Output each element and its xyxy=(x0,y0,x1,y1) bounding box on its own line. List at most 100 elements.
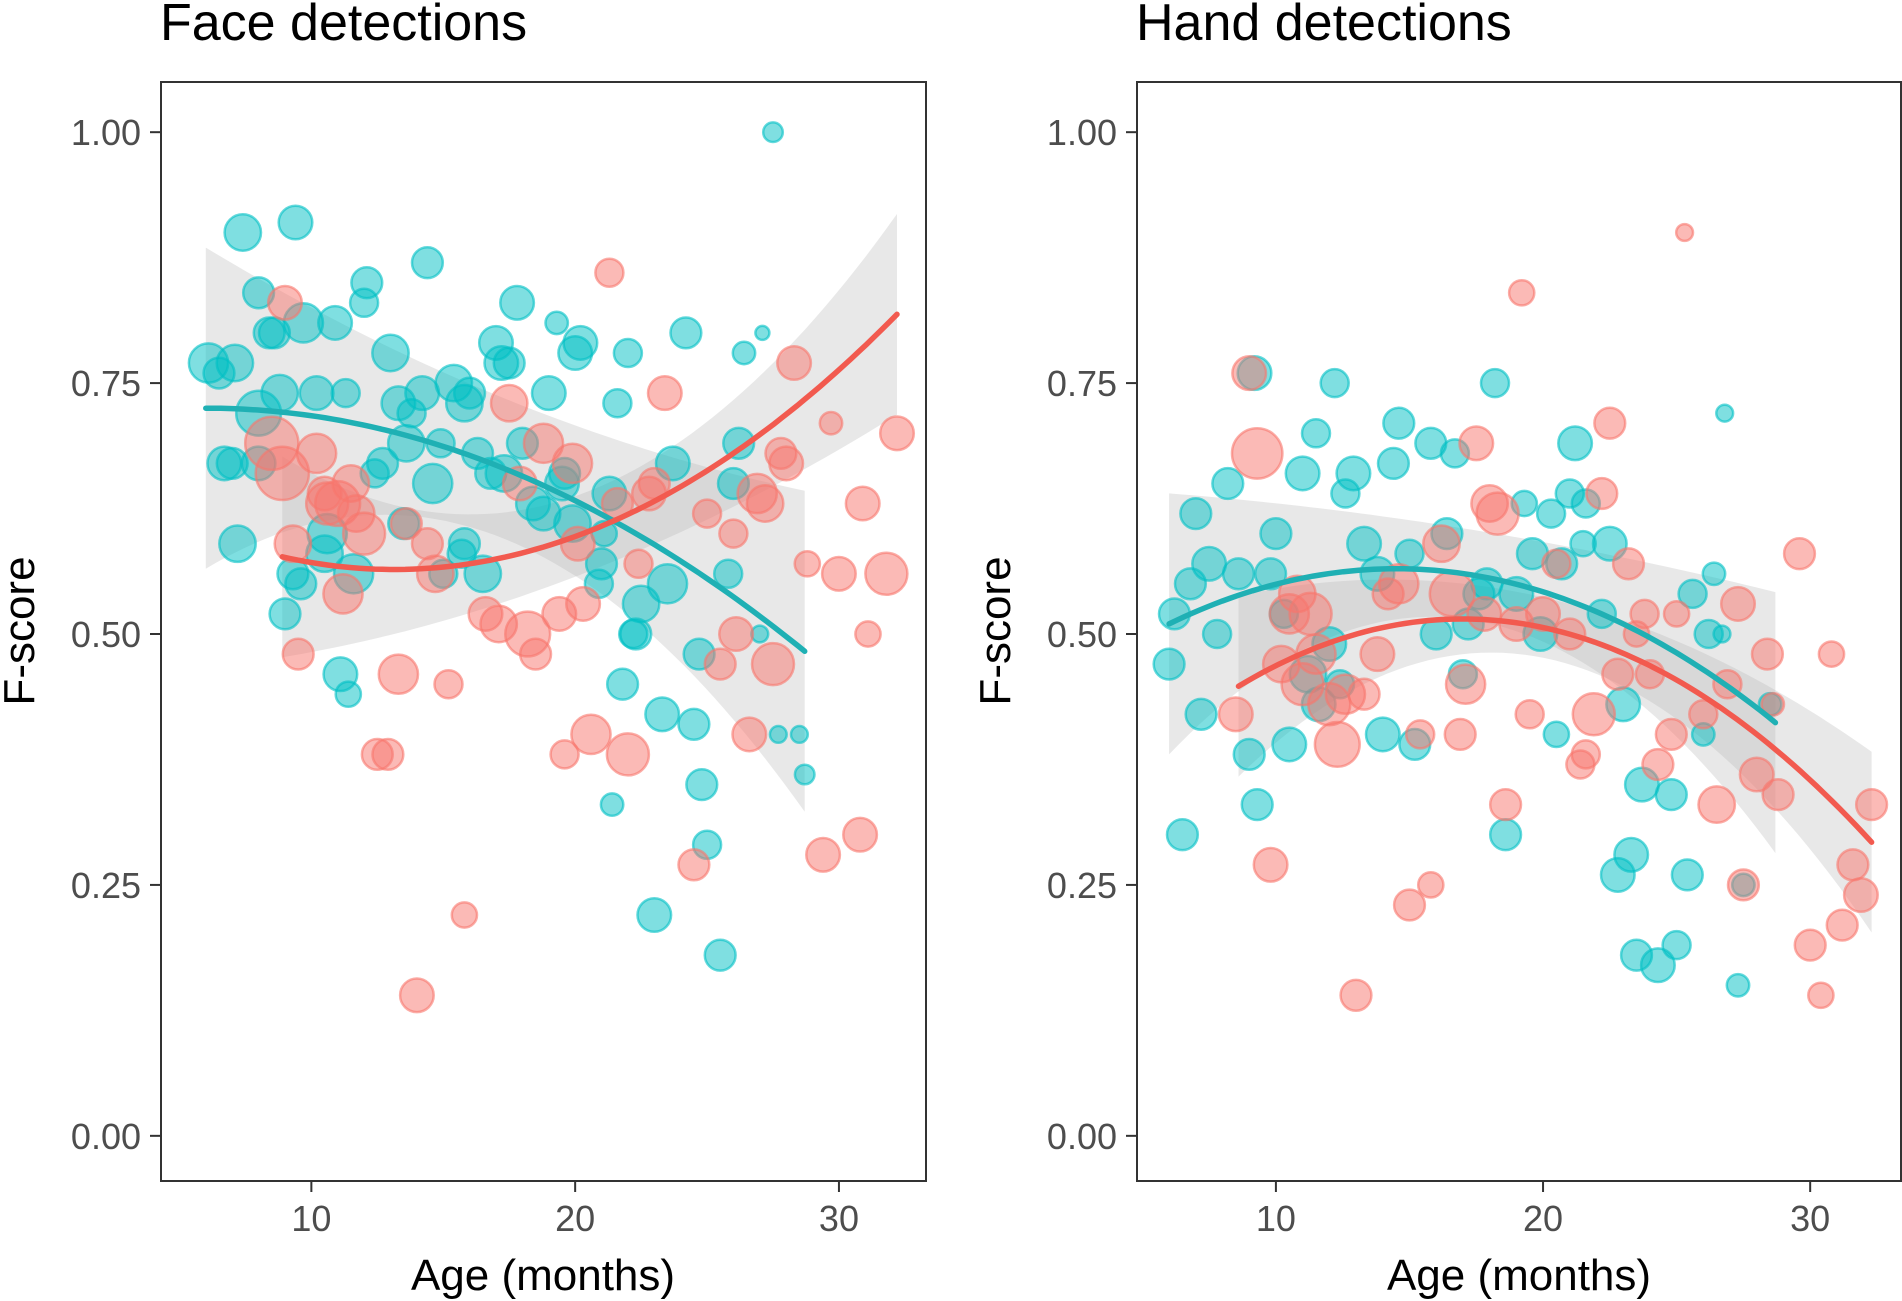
teal-point xyxy=(1221,557,1256,591)
red-point xyxy=(646,375,683,412)
red-point xyxy=(1422,524,1461,564)
teal-point xyxy=(1376,446,1411,481)
red-point xyxy=(1507,278,1536,307)
red-point xyxy=(1611,547,1646,581)
red-point xyxy=(820,555,857,592)
teal-fit-line xyxy=(1166,566,1779,726)
red-point xyxy=(518,637,553,671)
red-point xyxy=(1760,691,1786,717)
teal-point xyxy=(754,324,771,342)
red-point xyxy=(377,653,420,696)
teal-point xyxy=(1335,455,1372,492)
teal-point xyxy=(218,524,257,564)
teal-point xyxy=(330,377,361,409)
red-point xyxy=(1807,981,1835,1010)
red-point xyxy=(1585,476,1619,511)
red-point xyxy=(1593,406,1627,440)
teal-point xyxy=(562,324,599,361)
red-point xyxy=(1524,595,1562,632)
red-point xyxy=(281,637,315,671)
red-point xyxy=(371,737,405,772)
face-y-ticks: 0.00 0.25 0.50 0.75 1.00 xyxy=(71,112,161,1157)
red-point xyxy=(1750,637,1785,671)
teal-point xyxy=(1284,455,1321,492)
red-confidence-band xyxy=(1238,579,1872,933)
teal-point xyxy=(215,343,255,383)
y-tick-label: 0.00 xyxy=(1047,1116,1117,1157)
red-point xyxy=(1738,756,1775,793)
red-point xyxy=(1601,657,1635,691)
red-point xyxy=(1488,787,1523,822)
teal-point xyxy=(599,792,625,818)
red-point xyxy=(1571,692,1617,737)
teal-point xyxy=(1677,578,1708,610)
red-point xyxy=(793,549,822,578)
hand-y-ticks: 0.00 0.25 0.50 0.75 1.00 xyxy=(1047,112,1137,1157)
teal-point xyxy=(1715,403,1735,423)
teal-point xyxy=(284,567,318,601)
red-fit-line xyxy=(279,311,900,573)
teal-point xyxy=(685,767,719,802)
red-point xyxy=(1475,491,1520,536)
face-x-axis-title: Age (months) xyxy=(411,1251,675,1300)
red-point xyxy=(1842,876,1879,914)
hand-x-axis-title: Age (months) xyxy=(1387,1251,1651,1300)
red-point xyxy=(295,432,338,475)
red-point xyxy=(1817,640,1846,668)
x-tick-label: 10 xyxy=(1256,1198,1296,1239)
teal-point xyxy=(1557,425,1594,462)
red-point xyxy=(605,732,651,777)
red-point xyxy=(433,668,464,700)
red-point xyxy=(1654,717,1688,752)
teal-point xyxy=(1479,367,1511,399)
x-tick-label: 10 xyxy=(291,1198,331,1239)
red-point xyxy=(254,445,311,502)
teal-point xyxy=(677,707,711,741)
teal-point xyxy=(1232,737,1266,772)
red-point xyxy=(570,713,612,756)
teal-point xyxy=(1201,618,1233,650)
teal-point xyxy=(223,213,263,252)
face-detections-title: Face detections xyxy=(160,0,527,52)
red-point xyxy=(703,647,737,681)
face-x-ticks: 10 20 30 xyxy=(291,1181,859,1239)
hand-confidence-bands xyxy=(1169,493,1872,933)
red-point xyxy=(1688,699,1719,730)
teal-point xyxy=(1535,498,1567,529)
red-point xyxy=(1514,699,1545,730)
red-point xyxy=(854,620,882,648)
teal-point xyxy=(1184,697,1218,731)
red-point xyxy=(1443,717,1477,752)
red-point xyxy=(551,442,594,485)
teal-point xyxy=(584,547,619,581)
teal-point xyxy=(365,446,400,481)
teal-point xyxy=(644,696,681,733)
teal-point xyxy=(789,724,810,745)
red-point xyxy=(768,445,805,482)
red-point xyxy=(1854,787,1889,822)
red-point xyxy=(745,484,785,523)
teal-point xyxy=(1319,367,1350,399)
y-tick-label: 0.50 xyxy=(71,614,141,655)
teal-point xyxy=(1488,818,1523,852)
teal-point xyxy=(1542,720,1571,749)
red-point xyxy=(565,585,602,622)
teal-point xyxy=(1654,777,1688,812)
red-point xyxy=(623,548,654,580)
face-y-axis-title: F-score xyxy=(0,556,44,705)
red-point xyxy=(842,816,879,853)
teal-point xyxy=(317,304,354,341)
red-point xyxy=(1641,747,1675,782)
teal-point xyxy=(371,333,410,373)
red-point xyxy=(1782,537,1817,571)
y-tick-label: 1.00 xyxy=(1047,112,1117,153)
y-tick-label: 0.25 xyxy=(1047,865,1117,906)
red-point xyxy=(415,554,455,594)
x-tick-label: 20 xyxy=(555,1198,595,1239)
y-tick-label: 0.50 xyxy=(1047,614,1117,655)
y-tick-label: 0.75 xyxy=(71,363,141,404)
teal-point xyxy=(1701,561,1727,587)
red-point xyxy=(266,284,304,321)
teal-point xyxy=(619,617,653,651)
red-point xyxy=(1230,426,1284,480)
